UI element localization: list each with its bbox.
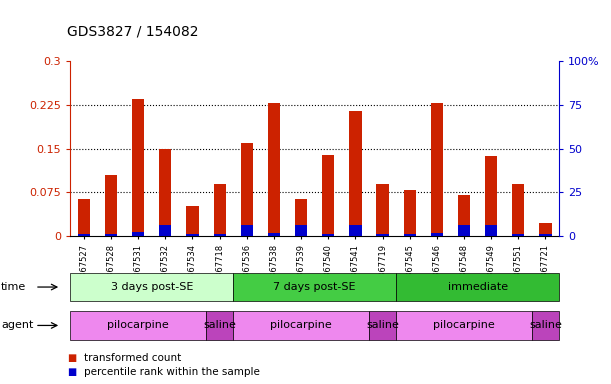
Bar: [349, 111, 362, 236]
Text: pilocarpine: pilocarpine: [433, 320, 495, 331]
Bar: [159, 149, 172, 236]
Bar: [295, 199, 307, 236]
Bar: [105, 175, 117, 236]
Bar: [512, 234, 524, 236]
Bar: [213, 184, 225, 236]
Bar: [512, 184, 524, 236]
Bar: [213, 234, 225, 236]
Bar: [485, 225, 497, 236]
Bar: [78, 199, 90, 236]
Bar: [105, 234, 117, 236]
Bar: [268, 233, 280, 236]
Bar: [349, 225, 362, 236]
Bar: [322, 155, 334, 236]
Bar: [540, 234, 552, 236]
Text: ■: ■: [67, 353, 76, 363]
Bar: [186, 206, 199, 236]
Text: time: time: [1, 282, 26, 292]
Bar: [241, 225, 253, 236]
Bar: [540, 223, 552, 236]
Text: agent: agent: [1, 320, 34, 331]
Text: transformed count: transformed count: [84, 353, 181, 363]
Bar: [458, 195, 470, 236]
Bar: [78, 234, 90, 236]
Bar: [376, 234, 389, 236]
Bar: [132, 232, 144, 236]
Text: saline: saline: [529, 320, 562, 331]
Text: GDS3827 / 154082: GDS3827 / 154082: [67, 25, 199, 38]
Bar: [404, 190, 416, 236]
Bar: [431, 233, 443, 236]
Bar: [268, 103, 280, 236]
Bar: [458, 225, 470, 236]
Bar: [322, 234, 334, 236]
Text: pilocarpine: pilocarpine: [108, 320, 169, 331]
Bar: [186, 234, 199, 236]
Text: pilocarpine: pilocarpine: [270, 320, 332, 331]
Bar: [159, 225, 172, 236]
Bar: [295, 225, 307, 236]
Text: 3 days post-SE: 3 days post-SE: [111, 282, 193, 292]
Bar: [132, 99, 144, 236]
Text: percentile rank within the sample: percentile rank within the sample: [84, 367, 260, 377]
Bar: [376, 184, 389, 236]
Bar: [241, 143, 253, 236]
Text: saline: saline: [366, 320, 399, 331]
Bar: [404, 234, 416, 236]
Bar: [431, 103, 443, 236]
Text: saline: saline: [203, 320, 236, 331]
Text: immediate: immediate: [447, 282, 508, 292]
Text: ■: ■: [67, 367, 76, 377]
Bar: [485, 156, 497, 236]
Text: 7 days post-SE: 7 days post-SE: [273, 282, 356, 292]
